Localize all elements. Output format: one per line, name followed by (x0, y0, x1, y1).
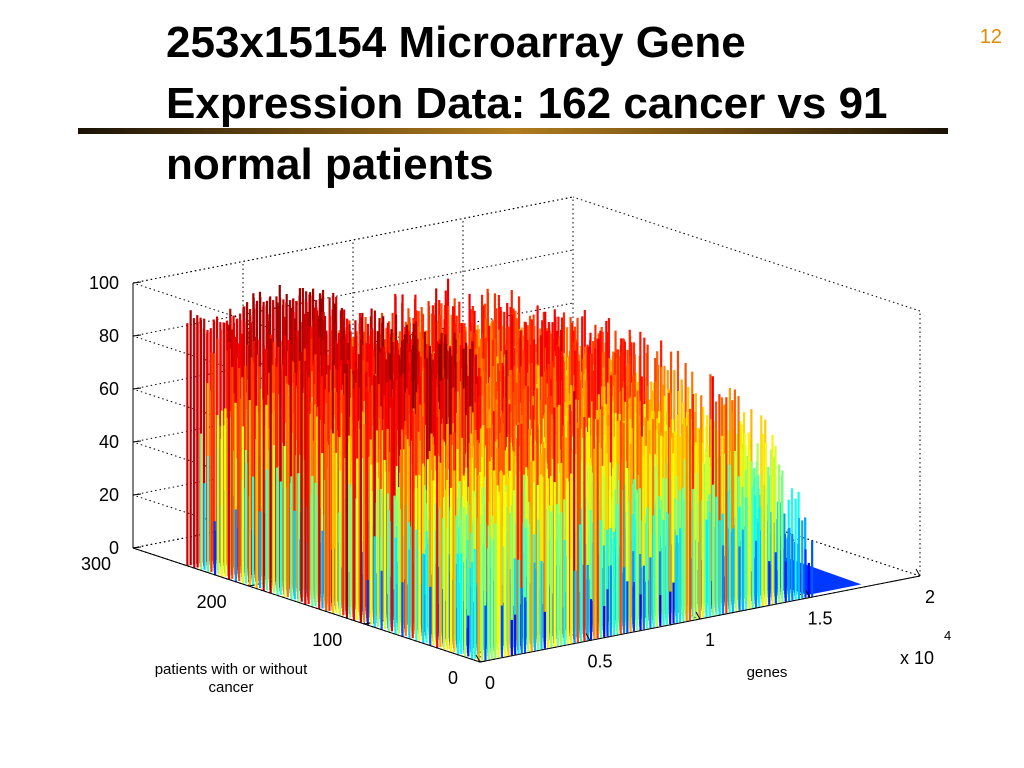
z-tick-mark-2 (132, 440, 142, 443)
grid-z-back-4 (132, 249, 574, 337)
x-tick-mark-3 (805, 590, 811, 598)
x-tick-label-1: 0.5 (587, 652, 612, 672)
x-tick-mark-2 (695, 611, 701, 620)
x-tick-mark-0 (475, 654, 481, 663)
y-tick-mark-1 (364, 622, 371, 625)
y-tick-mark-3 (132, 546, 140, 549)
z-tick-label-0: 0 (109, 538, 119, 558)
y-tick-label-0: 0 (448, 668, 458, 688)
z-tick-mark-5 (132, 281, 142, 284)
slide-number: 12 (979, 26, 1002, 48)
z-tick-label-2: 40 (99, 432, 119, 452)
y-tick-label-1: 100 (312, 630, 342, 650)
y-axis-label-line2: cancer (208, 679, 253, 696)
y-axis-line (132, 547, 481, 663)
x-tick-label-0: 0 (485, 673, 495, 693)
z-tick-label-5: 100 (89, 273, 119, 293)
x-tick-mark-4 (915, 568, 921, 577)
grid-z-back-5 (132, 196, 574, 284)
x-tick-label-3: 1.5 (807, 609, 832, 629)
y-tick-label-2: 200 (197, 592, 227, 612)
x-multiplier-label: x 10 (900, 648, 934, 668)
z-tick-label-4: 80 (99, 326, 119, 346)
z-tick-label-1: 20 (99, 485, 119, 505)
z-tick-mark-4 (132, 334, 142, 337)
axis-labels: patients with or without cancer genes x … (155, 628, 952, 696)
x-multiplier-exponent: 4 (944, 628, 951, 643)
z-tick-mark-1 (132, 493, 142, 496)
x-tick-label-2: 1 (705, 630, 715, 650)
surface-data (186, 278, 862, 662)
x-tick-mark-1 (585, 633, 591, 641)
x-axis-label: genes (747, 664, 788, 681)
y-tick-mark-0 (479, 660, 487, 663)
box-right-top-edge (572, 196, 921, 312)
z-tick-label-3: 60 (99, 379, 119, 399)
y-tick-label-3: 300 (81, 554, 111, 574)
z-tick-mark-3 (132, 387, 142, 390)
slide-title: 253x15154 Microarray Gene Expression Dat… (166, 18, 888, 189)
title-divider (78, 128, 948, 134)
x-tick-label-4: 2 (925, 587, 935, 607)
y-axis-label-line1: patients with or without (155, 661, 308, 678)
y-tick-mark-2 (248, 584, 255, 587)
